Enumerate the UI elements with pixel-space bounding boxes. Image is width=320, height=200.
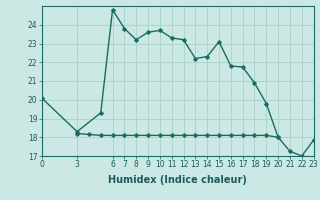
X-axis label: Humidex (Indice chaleur): Humidex (Indice chaleur) [108, 175, 247, 185]
